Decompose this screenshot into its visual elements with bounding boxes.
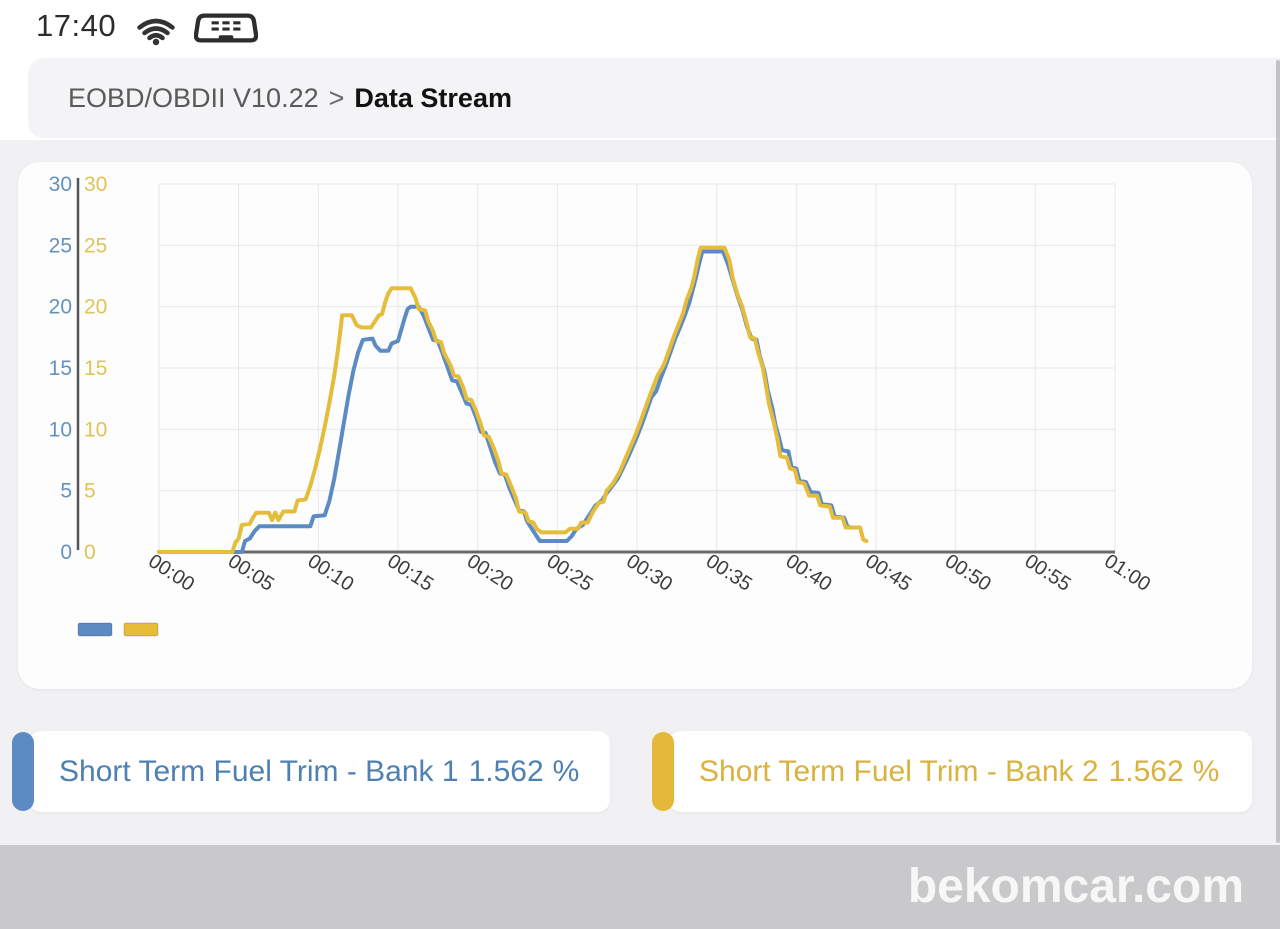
breadcrumb-current: Data Stream	[354, 83, 512, 113]
data-stream-chart: 0 0 5 5 10 10 15 15 20 20 25 25 30 30 00:00 00:05 00:10 0…	[49, 173, 1154, 637]
readout-card-bank1[interactable]: Short Term Fuel Trim - Bank 1 1.562%	[10, 731, 610, 812]
readout-label-bank1: Short Term Fuel Trim - Bank 1	[59, 755, 459, 788]
y-tick-left: 25	[49, 234, 72, 257]
readout-unit-bank1: %	[552, 755, 580, 788]
x-tick-label: 00:50	[941, 550, 995, 596]
watermark: bekomcar.com	[907, 860, 1244, 913]
y-tick-right: 25	[84, 234, 107, 257]
readout-unit-bank2: %	[1192, 755, 1220, 788]
breadcrumb-menu-link[interactable]: EOBD/OBDII V10.22	[68, 83, 319, 113]
x-tick-label: 00:25	[543, 550, 597, 596]
x-tick-label: 01:00	[1100, 550, 1154, 596]
y-tick-left: 10	[49, 418, 72, 441]
y-tick-right: 30	[84, 173, 107, 196]
scrollbar[interactable]	[1276, 60, 1280, 843]
y-tick-left: 30	[49, 173, 72, 196]
x-tick-label: 00:00	[144, 550, 198, 596]
status-bar: 17:40	[0, 0, 1280, 58]
x-tick-label: 00:30	[622, 550, 676, 596]
bottom-strip: bekomcar.com	[0, 845, 1280, 929]
chart-card: 0 0 5 5 10 10 15 15 20 20 25 25 30 30 00:00 00:05 00:10 0…	[18, 162, 1252, 689]
x-tick-label: 00:45	[861, 550, 915, 596]
y-tick-left: 20	[49, 296, 72, 319]
grid	[158, 183, 1116, 552]
y-tick-right: 15	[84, 357, 107, 380]
x-tick-label: 00:05	[224, 550, 278, 596]
readout-body-bank2: Short Term Fuel Trim - Bank 2 1.562%	[669, 731, 1252, 812]
y-tick-right: 10	[84, 418, 107, 441]
wifi-icon	[137, 18, 175, 46]
readout-value-bank2: 1.562	[1108, 755, 1184, 788]
x-tick-label: 00:15	[383, 550, 437, 596]
x-tick-label: 00:40	[782, 550, 836, 596]
x-tick-label: 00:55	[1021, 550, 1075, 596]
x-tick-label: 00:20	[463, 550, 517, 596]
y-tick-right: 0	[84, 541, 96, 564]
breadcrumb-separator: >	[328, 83, 345, 113]
legend-swatch-bank1[interactable]	[77, 622, 113, 637]
breadcrumb: EOBD/OBDII V10.22 > Data Stream	[28, 58, 1280, 138]
x-tick-label: 00:10	[304, 550, 358, 596]
readout-value-bank1: 1.562	[468, 755, 544, 788]
readout-body-bank1: Short Term Fuel Trim - Bank 1 1.562%	[29, 731, 610, 812]
series-line-bank2	[157, 245, 869, 554]
status-time: 17:40	[36, 8, 117, 43]
y-tick-left: 15	[49, 357, 72, 380]
obd-connector-icon	[194, 13, 258, 43]
x-tick-label: 00:35	[702, 550, 756, 596]
y-tick-right: 5	[84, 480, 96, 503]
readout-card-bank2[interactable]: Short Term Fuel Trim - Bank 2 1.562%	[650, 731, 1252, 812]
legend-swatch-bank2[interactable]	[123, 622, 159, 637]
readout-label-bank2: Short Term Fuel Trim - Bank 2	[699, 755, 1099, 788]
readout-accent-bar-bank1	[12, 732, 34, 811]
y-tick-right: 20	[84, 296, 107, 319]
y-tick-left: 0	[60, 541, 72, 564]
series-line-bank1	[157, 249, 853, 554]
readout-accent-bar-bank2	[652, 732, 674, 811]
y-tick-left: 5	[60, 480, 72, 503]
